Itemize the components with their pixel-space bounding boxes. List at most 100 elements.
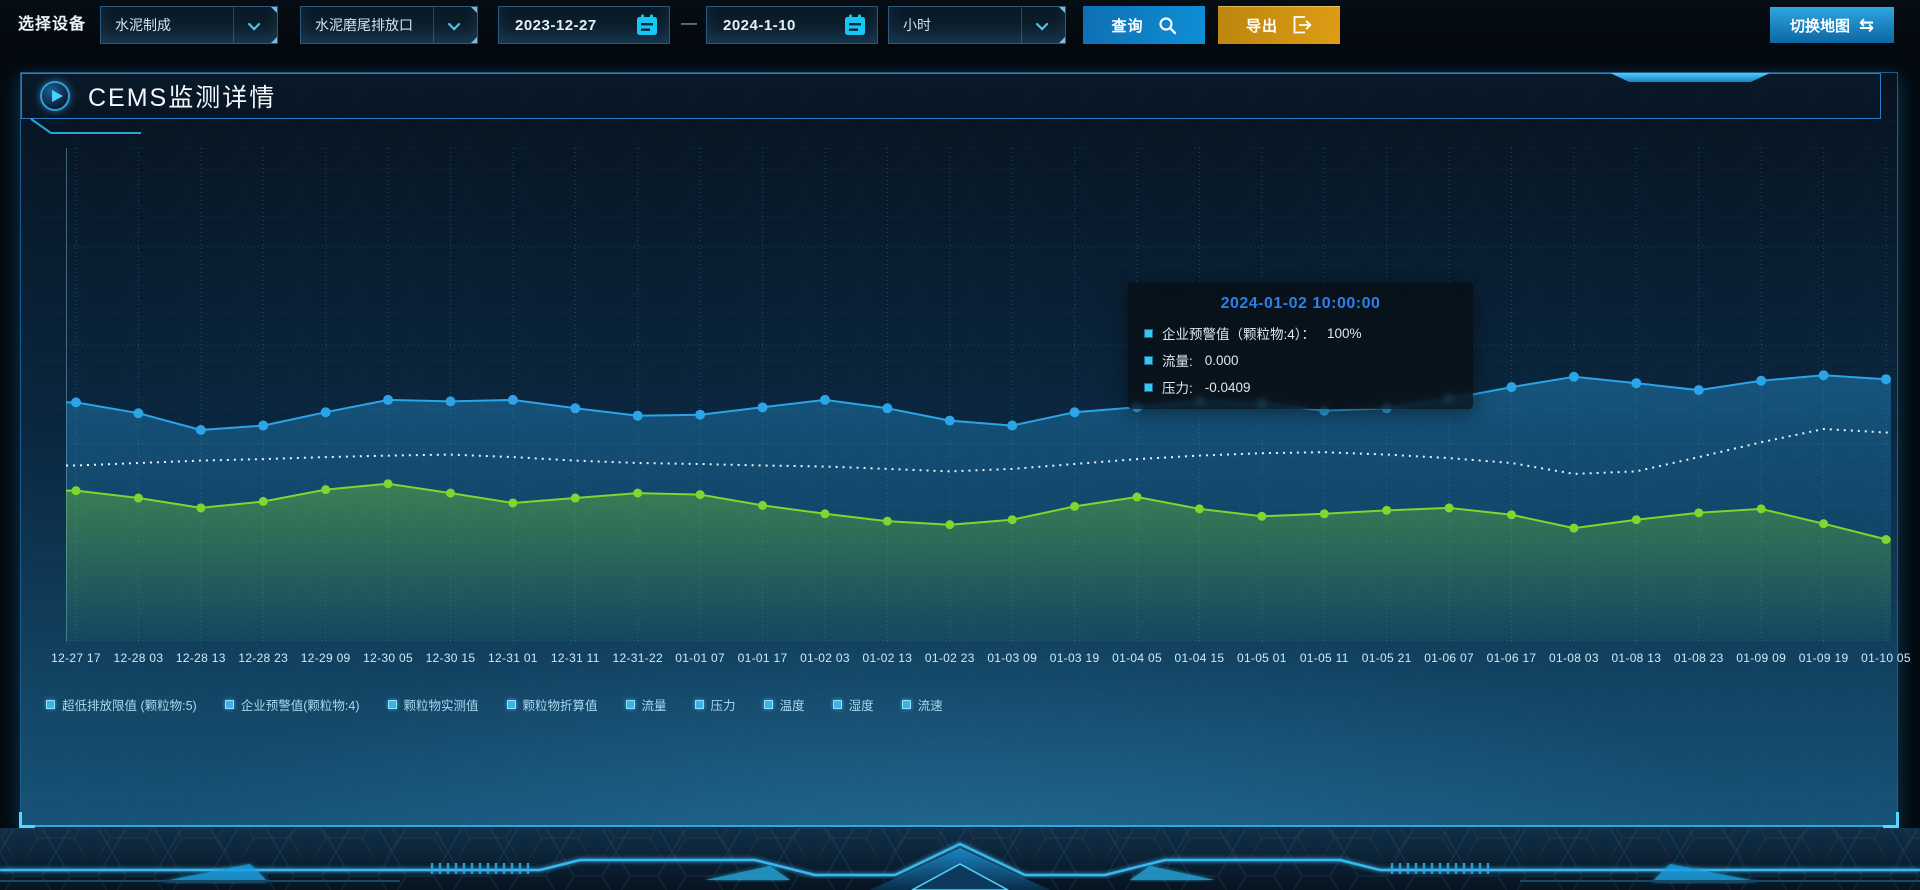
x-axis-label: 12-31-22: [612, 651, 663, 665]
blue-line-with-markers-point[interactable]: [1881, 374, 1891, 385]
legend-item[interactable]: 流速: [901, 695, 943, 714]
end-date-picker[interactable]: 2024-1-10: [706, 6, 878, 44]
outlet-select[interactable]: 水泥磨尾排放口: [300, 6, 478, 44]
green-line-with-markers-point[interactable]: [258, 496, 268, 506]
blue-line-with-markers-point[interactable]: [1568, 371, 1579, 382]
green-line-with-markers-point[interactable]: [1444, 503, 1454, 513]
search-icon: [1158, 16, 1176, 34]
green-line-with-markers-point[interactable]: [1257, 511, 1267, 521]
x-axis-label: 01-04 15: [1174, 651, 1225, 665]
green-line-with-markers-point[interactable]: [1070, 501, 1080, 511]
green-line-with-markers-point[interactable]: [1319, 509, 1329, 519]
legend-item[interactable]: 压力: [694, 695, 736, 714]
legend-item[interactable]: 温度: [763, 695, 805, 714]
green-line-with-markers-point[interactable]: [133, 493, 143, 503]
device-type-select[interactable]: 水泥制成: [100, 6, 278, 44]
green-line-with-markers-point[interactable]: [882, 516, 892, 526]
blue-line-with-markers-point[interactable]: [383, 394, 394, 405]
switch-map-button[interactable]: 切换地图 ⇆: [1770, 7, 1894, 43]
green-line-with-markers-point[interactable]: [1507, 510, 1517, 520]
green-line-with-markers-point[interactable]: [758, 500, 768, 510]
legend-item[interactable]: 颗粒物折算值: [506, 695, 598, 714]
tooltip-timestamp: 2024-01-02 10:00:00: [1220, 295, 1381, 312]
x-axis-label: 01-02 03: [800, 651, 850, 665]
blue-line-with-markers-point[interactable]: [1756, 375, 1767, 386]
green-line-with-markers-point[interactable]: [570, 493, 580, 503]
blue-line-with-markers-point[interactable]: [819, 394, 830, 405]
blue-line-with-markers-point[interactable]: [1069, 407, 1080, 418]
legend-item[interactable]: 颗粒物实测值: [387, 695, 479, 714]
start-date-picker[interactable]: 2023-12-27: [498, 6, 670, 44]
green-line-with-markers-point[interactable]: [508, 498, 518, 508]
green-line-with-markers-point[interactable]: [820, 509, 830, 519]
green-line-with-markers-point[interactable]: [1631, 515, 1641, 525]
blue-line-with-markers-point[interactable]: [71, 397, 81, 408]
blue-line-with-markers-point[interactable]: [445, 396, 456, 407]
query-button[interactable]: 查询: [1083, 6, 1205, 44]
legend-item[interactable]: 湿度: [832, 695, 874, 714]
blue-line-with-markers-point[interactable]: [195, 424, 206, 435]
blue-line-with-markers-point[interactable]: [944, 415, 955, 426]
x-axis-label: 01-06 17: [1486, 651, 1537, 665]
green-line-with-markers: [66, 482, 1891, 541]
play-icon[interactable]: [40, 81, 70, 111]
green-line-with-markers-point[interactable]: [1007, 515, 1017, 525]
blue-line-with-markers-point[interactable]: [1007, 420, 1018, 431]
green-line-with-markers-point[interactable]: [1756, 504, 1766, 514]
blue-line-with-markers-point[interactable]: [1693, 385, 1704, 396]
x-axis-label: 01-09 19: [1798, 651, 1849, 665]
chevron-down-icon: [1021, 7, 1065, 43]
cems-detail-panel: CEMS监测详情 12-27 17 12-28 03 12-28 13 12-28 2…: [19, 72, 1911, 828]
blue-line-with-markers-point[interactable]: [258, 420, 269, 431]
green-line-with-markers-point[interactable]: [321, 485, 331, 495]
x-axis-label: 12-31 11: [550, 651, 600, 665]
green-line-with-markers-point[interactable]: [695, 490, 705, 500]
panel-corner-accent: [1883, 812, 1899, 828]
blue-line-with-markers-point[interactable]: [570, 403, 581, 414]
green-line-with-markers-point[interactable]: [1382, 505, 1392, 515]
legend-marker-icon: [387, 700, 397, 709]
legend-item[interactable]: 超低排放限值 (颗粒物:5): [46, 695, 197, 714]
green-line-with-markers-point[interactable]: [1194, 504, 1204, 514]
blue-line-with-markers-point[interactable]: [632, 410, 643, 421]
legend-item[interactable]: 企业预警值(颗粒物:4): [224, 695, 360, 714]
panel-header: CEMS监测详情: [21, 73, 1881, 119]
blue-line-with-markers-point[interactable]: [1506, 382, 1517, 393]
green-line-with-markers-point[interactable]: [1819, 519, 1829, 529]
chevron-down-icon: [433, 7, 477, 43]
x-axis-label: 01-08 13: [1611, 651, 1662, 665]
x-axis-label: 01-06 07: [1424, 651, 1474, 665]
export-button[interactable]: 导出: [1218, 6, 1340, 44]
interval-select[interactable]: 小时: [888, 6, 1066, 44]
cems-trend-chart[interactable]: [66, 147, 1891, 646]
blue-line-with-markers-point[interactable]: [320, 407, 331, 418]
x-axis-label: 01-03 19: [1049, 651, 1100, 665]
x-axis-label: 01-05 11: [1299, 651, 1349, 665]
start-date-value: 2023-12-27: [515, 16, 597, 34]
green-line-with-markers-point[interactable]: [1881, 534, 1891, 544]
green-line-with-markers-area: [66, 483, 1891, 641]
blue-line-with-markers-point[interactable]: [882, 403, 893, 414]
x-axis-label: 01-01 17: [737, 651, 788, 665]
blue-line-with-markers-point[interactable]: [1631, 378, 1642, 389]
blue-line-with-markers-point[interactable]: [507, 394, 518, 405]
green-line-with-markers-point[interactable]: [196, 503, 206, 513]
blue-line-with-markers-point[interactable]: [757, 402, 768, 413]
green-line-with-markers-point[interactable]: [1132, 492, 1142, 502]
white-dashed-line: [66, 428, 1891, 475]
green-line-with-markers-point[interactable]: [383, 479, 393, 489]
x-axis-label: 01-01 07: [675, 651, 726, 665]
blue-line-with-markers-point[interactable]: [133, 408, 144, 419]
x-axis-label: 01-02 13: [862, 651, 913, 665]
green-line-with-markers-point[interactable]: [1694, 508, 1704, 518]
blue-line-with-markers-point[interactable]: [1818, 370, 1829, 381]
green-line-with-markers-point[interactable]: [71, 486, 81, 496]
green-line-with-markers-point[interactable]: [633, 488, 643, 498]
blue-line-with-markers-point[interactable]: [695, 409, 706, 420]
green-line-with-markers-point[interactable]: [445, 488, 455, 498]
x-axis-label: 01-08 03: [1549, 651, 1599, 665]
green-line-with-markers-point[interactable]: [1569, 523, 1579, 533]
legend-item[interactable]: 流量: [625, 695, 667, 714]
green-line-with-markers-point[interactable]: [945, 520, 955, 530]
export-button-label: 导出: [1245, 17, 1278, 35]
